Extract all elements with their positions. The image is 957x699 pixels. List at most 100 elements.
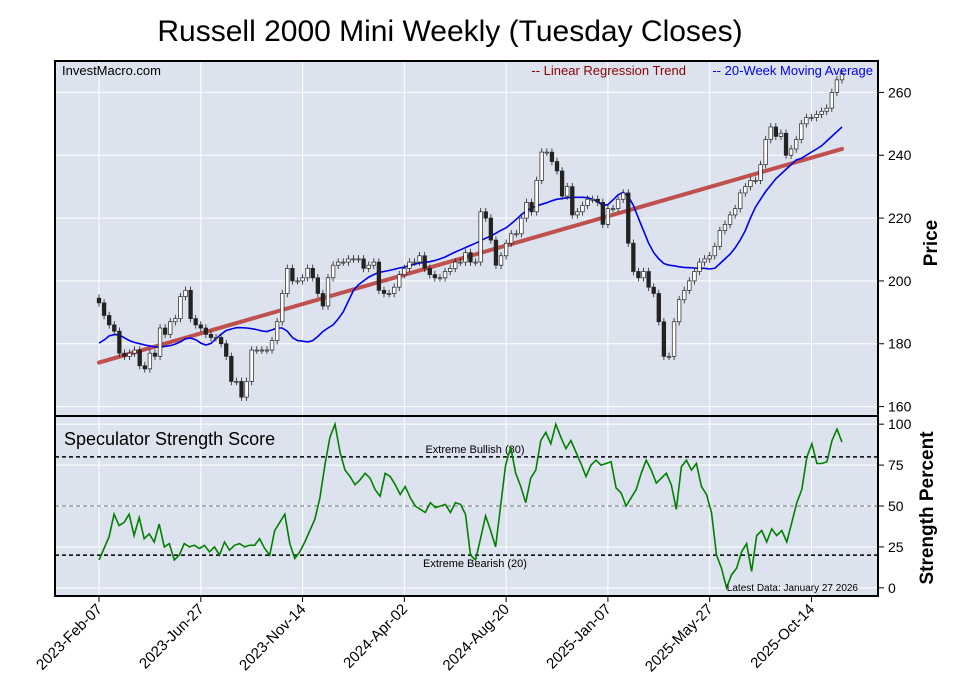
candle-body	[351, 258, 356, 261]
candle-body	[819, 110, 824, 115]
x-tick-label: 2025-May-27	[642, 601, 717, 676]
candle-body	[824, 107, 829, 112]
candle-body	[794, 139, 799, 150]
candle	[315, 274, 320, 298]
candle	[626, 189, 631, 247]
candle	[677, 295, 682, 326]
reference-line-label: Extreme Bearish (20)	[423, 558, 527, 570]
candle	[758, 160, 763, 185]
candle	[285, 264, 290, 298]
candle	[193, 314, 198, 329]
candle	[666, 352, 672, 361]
candle	[610, 204, 616, 213]
candle	[600, 198, 605, 229]
candle	[112, 321, 117, 335]
candle-body	[468, 252, 473, 263]
candle	[534, 176, 539, 216]
candle-body	[519, 217, 524, 235]
price-grid	[55, 61, 878, 416]
candle	[463, 248, 468, 266]
candle-body	[234, 381, 239, 383]
candle-body	[244, 381, 249, 398]
candle-body	[356, 258, 361, 261]
candle-body	[249, 349, 254, 382]
candle	[137, 346, 142, 370]
candle-body	[544, 151, 549, 154]
candle-body	[722, 224, 728, 231]
candle-body	[305, 267, 310, 279]
candle	[244, 377, 249, 401]
candle-body	[193, 318, 198, 326]
candle-body	[402, 267, 407, 275]
candle-body	[432, 274, 438, 279]
candle	[107, 311, 112, 329]
candle-body	[631, 242, 636, 272]
price-tick-label: 240	[888, 147, 912, 163]
candle-body	[300, 277, 305, 282]
candle	[743, 182, 748, 197]
candle-body	[417, 255, 422, 263]
candle	[259, 346, 264, 354]
candle	[605, 204, 611, 229]
candle	[264, 346, 270, 354]
x-tick-label: 2023-Jun-27	[136, 601, 208, 673]
candle	[290, 264, 295, 285]
moving-average-layer	[98, 126, 843, 349]
candle-body	[290, 267, 295, 282]
candle-body	[615, 198, 621, 210]
candle-body	[509, 233, 514, 244]
candle-body	[163, 327, 168, 335]
strength-tick-label: 25	[888, 539, 904, 555]
candle	[493, 236, 499, 269]
candle-body	[554, 161, 560, 172]
candle	[651, 283, 656, 298]
candle	[722, 220, 728, 235]
candle-body	[738, 192, 743, 210]
candle-body	[778, 132, 784, 137]
candle	[717, 226, 723, 251]
candle-body	[330, 264, 336, 279]
candle-body	[361, 258, 366, 269]
strength-y-ticks: 0 25 50 75 100	[878, 416, 912, 596]
strength-title: Speculator Strength Score	[64, 429, 275, 449]
candle	[529, 198, 534, 216]
candle	[692, 267, 697, 285]
candle	[269, 336, 275, 354]
candle-body	[687, 280, 692, 291]
candle-body	[371, 261, 376, 266]
candle-body	[580, 205, 585, 213]
candle-body	[142, 365, 147, 370]
candle-body	[488, 217, 494, 241]
candle-body	[188, 289, 193, 319]
candle-body	[478, 211, 483, 263]
candle-body	[397, 274, 402, 288]
candle	[224, 339, 229, 361]
candle-body	[799, 123, 804, 140]
candle-body	[112, 324, 117, 332]
candle	[738, 189, 743, 213]
candle	[514, 230, 519, 238]
candles-layer	[96, 69, 845, 401]
candle	[631, 239, 636, 276]
candle	[819, 107, 824, 119]
candle	[544, 148, 549, 156]
candle	[621, 189, 626, 203]
candle-body	[427, 267, 432, 275]
candle-body	[295, 280, 300, 283]
candle	[432, 270, 438, 282]
x-tick-label: 2024-Apr-02	[340, 601, 411, 672]
candle-body	[768, 126, 773, 140]
candle-body	[107, 315, 112, 326]
candle-body	[198, 324, 203, 329]
candle-body	[274, 321, 280, 341]
candle-body	[585, 198, 590, 206]
candle	[198, 321, 203, 332]
candle-body	[758, 164, 763, 181]
price-panel: InvestMacro.com -- Linear Regression Tre…	[54, 60, 942, 417]
strength-grid	[55, 416, 878, 596]
price-tick-label: 160	[888, 399, 912, 415]
candle-body	[392, 286, 397, 294]
candle	[661, 317, 667, 361]
price-y-ticks: 160 180 200 220 240 260	[878, 84, 912, 415]
candle	[351, 255, 356, 263]
